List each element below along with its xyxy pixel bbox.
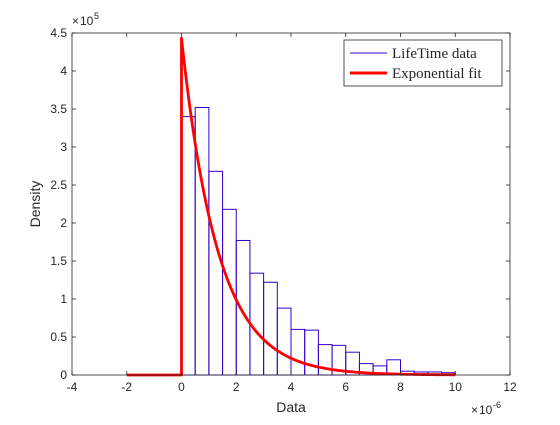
x-tick-label: 6 xyxy=(342,380,349,394)
x-tick-label: 12 xyxy=(503,380,517,394)
histogram-bar xyxy=(263,281,278,376)
histogram-bar xyxy=(304,329,319,376)
legend-box xyxy=(343,39,503,87)
axis-ticks: -4 -2 0 2 4 6 8 10 12 0 0.5 1 1.5 2 2.5 3 3.5 4 4.5 xyxy=(50,26,517,394)
legend-label-lifetime-data: LifeTime data xyxy=(392,46,477,62)
y-exponent-times: × xyxy=(72,14,79,28)
x-tick-label: -2 xyxy=(121,380,132,394)
x-tick-label: 8 xyxy=(397,380,404,394)
y-axis-exponent: × 10 5 xyxy=(72,11,99,28)
x-tick-label: 4 xyxy=(288,380,295,394)
histogram-bar xyxy=(290,328,306,376)
y-tick-label: 4 xyxy=(60,64,67,78)
x-axis-label: Data xyxy=(276,399,306,415)
y-tick-label: 3.5 xyxy=(50,102,67,116)
fit-curve-layer xyxy=(126,36,456,377)
y-tick-label: 3 xyxy=(60,140,67,154)
histogram-bar xyxy=(208,170,224,376)
x-exponent-base: 10 xyxy=(479,403,493,417)
x-exponent-times: × xyxy=(471,403,478,417)
y-exponent-power: 5 xyxy=(94,11,99,21)
x-tick-label: 0 xyxy=(178,380,185,394)
x-tick-label: -4 xyxy=(67,380,78,394)
y-tick-label: 2 xyxy=(60,216,67,230)
y-tick-label: 1.5 xyxy=(50,254,67,268)
x-axis-exponent: × 10 -6 xyxy=(471,400,501,417)
y-tick-label: 2.5 xyxy=(50,178,67,192)
y-axis-label: Density xyxy=(27,181,43,228)
histogram-bars xyxy=(181,106,456,376)
y-tick-label: 1 xyxy=(60,292,67,306)
legend-label-exponential-fit: Exponential fit xyxy=(392,66,482,82)
y-exponent-base: 10 xyxy=(80,14,94,28)
histogram-bar xyxy=(181,116,196,376)
x-exponent-power: -6 xyxy=(493,400,501,410)
y-tick-label: 4.5 xyxy=(50,26,67,40)
legend: LifeTime data Exponential fit xyxy=(343,39,503,87)
histogram-bar xyxy=(276,307,292,376)
histogram-bar xyxy=(235,239,251,376)
x-tick-label: 10 xyxy=(449,380,463,394)
y-tick-label: 0 xyxy=(60,368,67,382)
x-tick-label: 2 xyxy=(233,380,240,394)
exponential-fit-line xyxy=(126,36,456,377)
y-tick-label: 0.5 xyxy=(50,330,67,344)
